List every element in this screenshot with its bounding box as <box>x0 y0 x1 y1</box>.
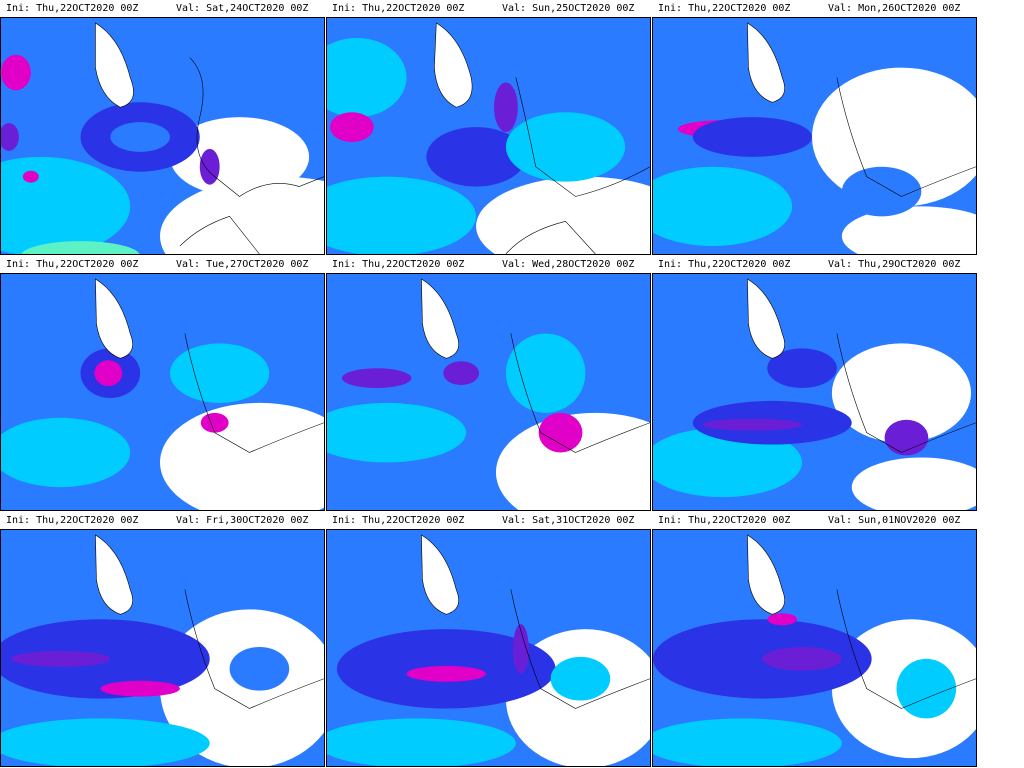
map-canvas <box>653 530 976 766</box>
precipitation-map <box>0 529 325 767</box>
init-time-label: Ini: Thu,22OCT2020 00Z <box>332 3 465 14</box>
precipitation-map <box>0 17 325 255</box>
precipitation-map <box>326 273 651 511</box>
precipitation-map <box>0 273 325 511</box>
precipitation-map <box>326 17 651 255</box>
forecast-panel-1: Ini: Thu,22OCT2020 00Z Val: Sat,24OCT202… <box>0 0 326 256</box>
panel-header: Ini: Thu,22OCT2020 00Z Val: Mon,26OCT202… <box>652 0 978 17</box>
valid-time-label: Val: Thu,29OCT2020 00Z <box>828 259 961 270</box>
map-canvas <box>653 18 976 254</box>
map-canvas <box>327 274 650 510</box>
valid-time-label: Val: Tue,27OCT2020 00Z <box>176 259 309 270</box>
init-time-label: Ini: Thu,22OCT2020 00Z <box>332 515 465 526</box>
valid-time-label: Val: Sun,25OCT2020 00Z <box>502 3 635 14</box>
panel-header: Ini: Thu,22OCT2020 00Z Val: Tue,27OCT202… <box>0 256 326 273</box>
init-time-label: Ini: Thu,22OCT2020 00Z <box>658 515 791 526</box>
precipitation-map <box>652 529 977 767</box>
panel-header: Ini: Thu,22OCT2020 00Z Val: Fri,30OCT202… <box>0 512 326 529</box>
panel-header: Ini: Thu,22OCT2020 00Z Val: Thu,29OCT202… <box>652 256 978 273</box>
map-canvas <box>1 530 324 766</box>
map-canvas <box>1 274 324 510</box>
precipitation-map <box>326 529 651 767</box>
init-time-label: Ini: Thu,22OCT2020 00Z <box>332 259 465 270</box>
init-time-label: Ini: Thu,22OCT2020 00Z <box>6 515 139 526</box>
valid-time-label: Val: Mon,26OCT2020 00Z <box>828 3 961 14</box>
precipitation-map <box>652 17 977 255</box>
forecast-panel-5: Ini: Thu,22OCT2020 00Z Val: Wed,28OCT202… <box>326 256 652 512</box>
valid-time-label: Val: Wed,28OCT2020 00Z <box>502 259 635 270</box>
valid-time-label: Val: Sat,24OCT2020 00Z <box>176 3 309 14</box>
precipitation-map <box>652 273 977 511</box>
map-canvas <box>327 18 650 254</box>
init-time-label: Ini: Thu,22OCT2020 00Z <box>6 3 139 14</box>
forecast-panel-4: Ini: Thu,22OCT2020 00Z Val: Tue,27OCT202… <box>0 256 326 512</box>
forecast-panel-6: Ini: Thu,22OCT2020 00Z Val: Thu,29OCT202… <box>652 256 978 512</box>
init-time-label: Ini: Thu,22OCT2020 00Z <box>658 259 791 270</box>
forecast-panel-9: Ini: Thu,22OCT2020 00Z Val: Sun,01NOV202… <box>652 512 978 768</box>
panel-header: Ini: Thu,22OCT2020 00Z Val: Sat,24OCT202… <box>0 0 326 17</box>
map-canvas <box>1 18 324 254</box>
valid-time-label: Val: Sat,31OCT2020 00Z <box>502 515 635 526</box>
map-canvas <box>653 274 976 510</box>
valid-time-label: Val: Sun,01NOV2020 00Z <box>828 515 961 526</box>
panel-header: Ini: Thu,22OCT2020 00Z Val: Sat,31OCT202… <box>326 512 652 529</box>
forecast-panel-2: Ini: Thu,22OCT2020 00Z Val: Sun,25OCT202… <box>326 0 652 256</box>
panel-header: Ini: Thu,22OCT2020 00Z Val: Wed,28OCT202… <box>326 256 652 273</box>
init-time-label: Ini: Thu,22OCT2020 00Z <box>658 3 791 14</box>
panel-header: Ini: Thu,22OCT2020 00Z Val: Sun,01NOV202… <box>652 512 978 529</box>
init-time-label: Ini: Thu,22OCT2020 00Z <box>6 259 139 270</box>
valid-time-label: Val: Fri,30OCT2020 00Z <box>176 515 309 526</box>
forecast-panel-7: Ini: Thu,22OCT2020 00Z Val: Fri,30OCT202… <box>0 512 326 768</box>
forecast-panel-8: Ini: Thu,22OCT2020 00Z Val: Sat,31OCT202… <box>326 512 652 768</box>
panel-header: Ini: Thu,22OCT2020 00Z Val: Sun,25OCT202… <box>326 0 652 17</box>
forecast-panel-3: Ini: Thu,22OCT2020 00Z Val: Mon,26OCT202… <box>652 0 978 256</box>
map-canvas <box>327 530 650 766</box>
